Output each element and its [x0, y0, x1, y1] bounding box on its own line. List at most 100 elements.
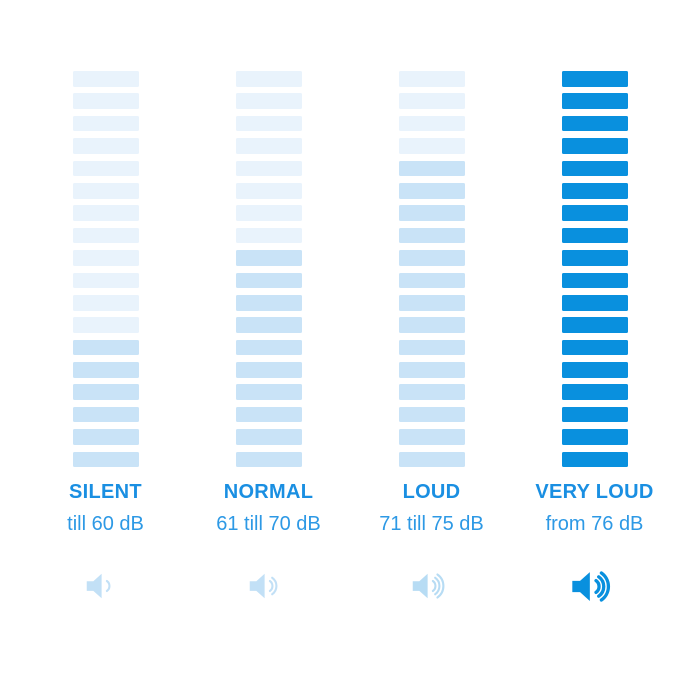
meter-segment-faint [235, 115, 302, 132]
sound-wave-arc [268, 580, 273, 593]
meter-segment-active [561, 205, 628, 221]
meter-segment-active [235, 362, 302, 378]
volume-meter [398, 71, 465, 468]
meter-segment-faint [235, 160, 302, 177]
volume-meter [72, 71, 139, 468]
db-range-label: till 60 dB [67, 513, 144, 536]
speaker-icon-wrap [570, 568, 620, 604]
meter-segment-faint [235, 205, 302, 221]
meter-segment-active [235, 317, 302, 333]
meter-segment-active [235, 339, 302, 356]
meter-segment-active [561, 384, 628, 401]
meter-segment-active [561, 272, 628, 289]
meter-segment-active [398, 451, 465, 468]
meter-segment-active [561, 138, 628, 154]
speaker-icon [412, 573, 444, 599]
category-label: LOUD [402, 481, 461, 504]
meter-segment-faint [72, 138, 139, 154]
meter-segment-active [72, 429, 139, 445]
meter-segment-faint [235, 227, 302, 244]
meter-segment-active [235, 272, 302, 289]
sound-wave-arc [435, 573, 444, 599]
meter-segment-faint [235, 71, 302, 87]
speaker-icon [249, 573, 277, 599]
speaker-icon [86, 573, 110, 599]
meter-segment-active [561, 362, 628, 378]
meter-segment-faint [398, 93, 465, 109]
category-label: NORMAL [223, 481, 314, 504]
meter-segment-active [398, 294, 465, 311]
speaker-body [412, 573, 428, 599]
noise-category-column: SILENT till 60 dB [24, 71, 187, 604]
meter-segment-faint [72, 205, 139, 221]
category-label: VERY LOUD [535, 481, 654, 504]
meter-segment-active [561, 339, 628, 356]
meter-segment-active [398, 317, 465, 333]
sound-wave-arc [596, 574, 605, 598]
sound-wave-arc [431, 580, 436, 593]
meter-segment-active [561, 317, 628, 333]
meter-segment-active [561, 250, 628, 266]
meter-segment-faint [72, 71, 139, 87]
category-label: SILENT [69, 481, 142, 504]
meter-segment-active [398, 406, 465, 423]
meter-segment-active [398, 384, 465, 401]
speaker-icon-wrap [85, 568, 127, 604]
speaker-body [571, 571, 590, 601]
meter-segment-faint [235, 93, 302, 109]
meter-segment-faint [72, 93, 139, 109]
meter-segment-active [235, 250, 302, 266]
noise-category-column: VERY LOUD from 76 dB [513, 71, 676, 604]
meter-segment-active [561, 93, 628, 109]
meter-segment-active [72, 339, 139, 356]
meter-segment-faint [72, 115, 139, 132]
meter-segment-faint [72, 317, 139, 333]
meter-segment-active [398, 429, 465, 445]
sound-wave-arc [433, 576, 440, 596]
meter-segment-faint [72, 182, 139, 199]
speaker-icon [571, 571, 610, 602]
meter-segment-active [398, 250, 465, 266]
meter-segment-active [235, 451, 302, 468]
meter-segment-faint [398, 115, 465, 132]
meter-segment-faint [72, 227, 139, 244]
speaker-body [249, 573, 265, 599]
meter-segment-faint [235, 182, 302, 199]
meter-segment-active [398, 339, 465, 356]
meter-segment-active [398, 182, 465, 199]
volume-meter [561, 71, 628, 468]
sound-wave-arc [593, 578, 601, 594]
meter-segment-faint [72, 272, 139, 289]
meter-segment-active [561, 115, 628, 132]
meter-segment-active [398, 362, 465, 378]
db-range-label: 71 till 75 dB [379, 513, 484, 536]
meter-segment-active [72, 384, 139, 401]
meter-segment-active [398, 227, 465, 244]
meter-segment-active [561, 406, 628, 423]
meter-segment-faint [398, 138, 465, 154]
meter-segment-active [561, 227, 628, 244]
meter-segment-faint [72, 160, 139, 177]
meter-segment-active [398, 272, 465, 289]
meter-segment-active [561, 160, 628, 177]
meter-segment-faint [398, 71, 465, 87]
meter-segment-faint [72, 294, 139, 311]
sound-wave-arc [270, 576, 277, 596]
meter-segment-faint [235, 138, 302, 154]
speaker-body [86, 573, 102, 599]
meter-segment-active [561, 182, 628, 199]
meter-segment-active [561, 294, 628, 311]
meter-segment-active [561, 71, 628, 87]
meter-segment-active [235, 384, 302, 401]
meter-segment-active [72, 406, 139, 423]
db-range-label: 61 till 70 dB [216, 513, 321, 536]
meter-segment-active [235, 294, 302, 311]
meter-segment-active [72, 362, 139, 378]
meter-segment-active [561, 451, 628, 468]
meter-segment-active [398, 205, 465, 221]
meter-segment-active [561, 429, 628, 445]
db-range-label: from 76 dB [545, 513, 644, 536]
speaker-icon-wrap [248, 568, 290, 604]
sound-wave-arc [105, 580, 110, 593]
